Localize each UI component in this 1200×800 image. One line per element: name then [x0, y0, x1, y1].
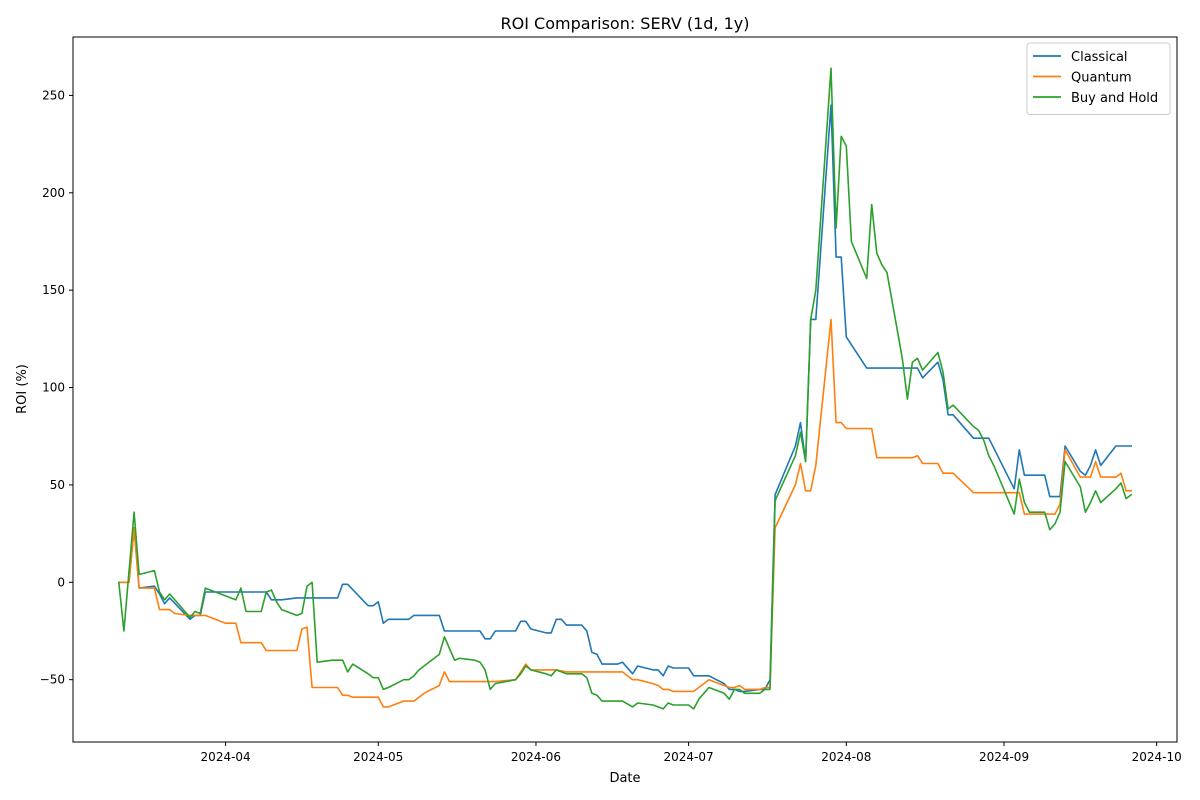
- y-tick-label: −50: [40, 673, 65, 687]
- legend-label: Quantum: [1071, 71, 1132, 86]
- x-tick-label: 2024-07: [664, 750, 714, 764]
- legend-label: Classical: [1071, 50, 1128, 65]
- y-tick-label: 50: [50, 478, 65, 492]
- plot-background: [73, 37, 1177, 742]
- y-axis-label: ROI (%): [15, 364, 30, 414]
- x-axis-label: Date: [609, 771, 640, 786]
- x-tick-label: 2024-10: [1132, 750, 1182, 764]
- y-tick-label: 150: [42, 283, 65, 297]
- x-tick-label: 2024-09: [979, 750, 1029, 764]
- legend: Classical Quantum Buy and Hold: [1026, 42, 1171, 115]
- x-tick-label: 2024-06: [511, 750, 561, 764]
- plot-frame: [72, 36, 1178, 743]
- x-axis: 2024-04 2024-05 2024-06 2024-07 2024-08 2024-…: [201, 742, 1182, 764]
- y-tick-label: 250: [42, 88, 65, 102]
- legend-box: [1026, 42, 1171, 115]
- legend-label: Buy and Hold: [1071, 91, 1158, 106]
- y-tick-label: 200: [42, 186, 65, 200]
- series-layer: [117, 67, 1133, 710]
- x-tick-label: 2024-04: [201, 750, 251, 764]
- series-line-buy-and-hold: [117, 67, 1133, 710]
- plot-area: [72, 36, 1178, 743]
- series-line-quantum: [118, 318, 1132, 708]
- y-axis: −50 0 50 100 150 200 250: [40, 88, 73, 687]
- x-tick-label: 2024-08: [821, 750, 871, 764]
- series-line-classical: [118, 104, 1132, 693]
- chart-title: ROI Comparison: SERV (1d, 1y): [501, 14, 750, 33]
- x-tick-label: 2024-05: [353, 750, 403, 764]
- y-tick-label: 0: [57, 575, 65, 589]
- y-tick-label: 100: [42, 381, 65, 395]
